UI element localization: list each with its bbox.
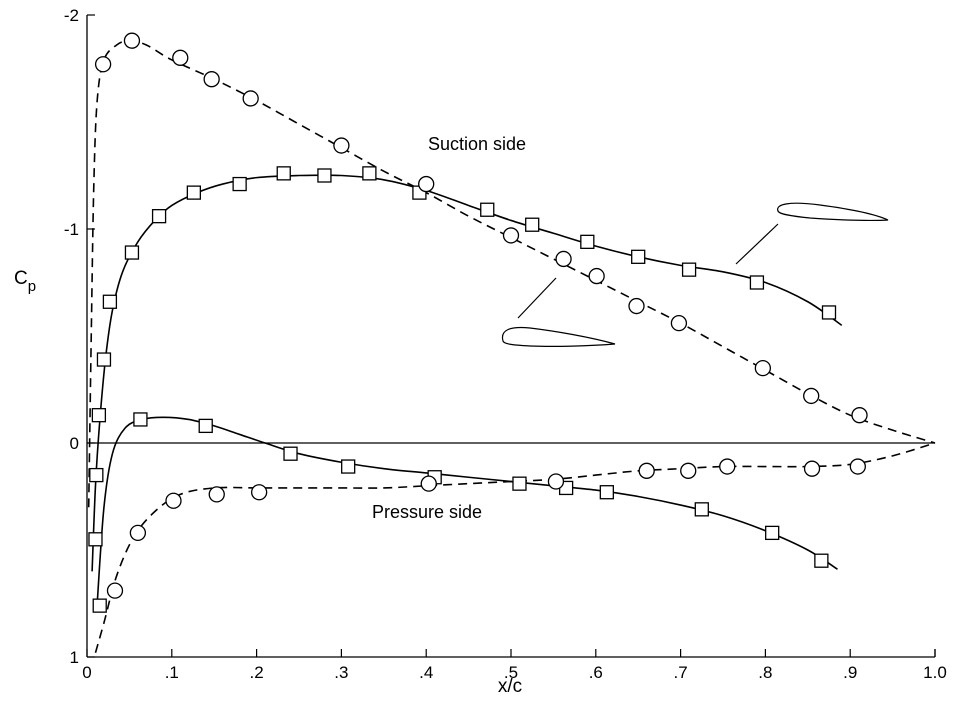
square-suction-point	[525, 217, 540, 232]
square-pressure-point	[198, 418, 213, 434]
circle-suction-point	[754, 359, 772, 377]
square-suction-point	[186, 185, 201, 200]
x-tick-label: .4	[419, 663, 433, 682]
circle-pressure-point	[165, 492, 182, 509]
square-suction-point	[124, 245, 140, 260]
circle-pressure-point	[547, 473, 565, 490]
data-markers	[88, 32, 868, 613]
y-axis-title: Cp	[14, 268, 36, 295]
circle-suction-point	[555, 250, 572, 268]
circle-suction-point	[418, 175, 435, 193]
square-suction-point	[681, 262, 697, 277]
square-pressure-point	[88, 532, 103, 547]
circle-suction-point	[670, 315, 688, 332]
circle-suction-point	[502, 227, 520, 244]
y-tick-label: 0	[70, 434, 79, 453]
circle-pressure-point	[638, 462, 655, 479]
circle-suction-point	[172, 49, 189, 66]
square-suction-curve	[91, 174, 843, 572]
circle-suction-point	[94, 56, 112, 73]
x-tick-label: .5	[504, 663, 518, 682]
x-tick-label: .7	[674, 663, 688, 682]
circle-suction-point	[628, 297, 645, 315]
airfoil-inset-lower	[501, 326, 616, 347]
x-tick-label: .8	[758, 663, 772, 682]
circle-suction-point	[203, 71, 220, 88]
y-axis-title-sub: p	[28, 278, 36, 295]
circle-suction-point	[588, 267, 605, 285]
circle-pressure-point	[680, 462, 697, 479]
y-axis-title-main: C	[14, 268, 28, 289]
square-pressure-point	[283, 446, 298, 461]
square-pressure-point	[512, 476, 527, 491]
airfoil-leader-lower	[517, 277, 557, 319]
pressure-side-label: Pressure side	[372, 502, 482, 522]
y-tick-label: 1	[70, 648, 79, 667]
square-pressure-point	[814, 553, 829, 568]
x-axis-title: x/c	[498, 676, 522, 697]
square-pressure-point	[694, 502, 709, 517]
square-suction-point	[821, 305, 837, 320]
y-tick-label: -1	[64, 220, 79, 239]
circle-pressure-point	[849, 458, 866, 475]
x-tick-label: .2	[250, 663, 264, 682]
circle-pressure-curve	[94, 442, 936, 653]
x-tick-label: 0	[82, 663, 91, 682]
circle-suction-curve	[87, 39, 936, 508]
airfoil-leader-upper	[735, 223, 779, 265]
circle-suction-point	[333, 137, 350, 154]
x-tick-label: 1.0	[923, 663, 947, 682]
square-pressure-point	[599, 485, 614, 500]
square-suction-point	[631, 249, 646, 264]
square-pressure-point	[133, 412, 148, 427]
circle-pressure-point	[106, 582, 124, 599]
square-suction-point	[151, 209, 167, 224]
square-suction-point	[749, 275, 765, 290]
square-suction-point	[362, 166, 377, 181]
x-tick-label: .1	[165, 663, 179, 682]
circle-suction-point	[242, 90, 259, 107]
suction-side-label: Suction side	[428, 134, 526, 154]
x-tick-label: .9	[843, 663, 857, 682]
circle-pressure-point	[208, 486, 225, 503]
circle-suction-point	[803, 387, 820, 405]
y-tick-label: -2	[64, 6, 79, 25]
circle-pressure-point	[719, 458, 736, 475]
circle-suction-point	[123, 32, 141, 49]
square-pressure-point	[92, 598, 107, 613]
x-tick-label: .3	[334, 663, 348, 682]
square-suction-point	[276, 166, 291, 181]
x-tick-label: .6	[589, 663, 603, 682]
circle-suction-point	[851, 407, 868, 424]
circle-pressure-point	[250, 484, 268, 501]
square-suction-point	[89, 467, 104, 483]
airfoil-inset-upper	[777, 202, 889, 221]
circle-pressure-point	[803, 460, 821, 477]
circle-pressure-point	[129, 524, 147, 542]
square-pressure-point	[341, 459, 356, 474]
circle-pressure-point	[420, 475, 437, 492]
square-suction-point	[480, 202, 495, 217]
square-suction-point	[232, 176, 247, 192]
square-suction-point	[91, 408, 107, 423]
square-pressure-point	[765, 525, 780, 541]
square-suction-point	[580, 234, 595, 249]
square-suction-point	[317, 168, 332, 183]
curves	[87, 39, 936, 653]
square-suction-point	[102, 294, 118, 309]
axes: 0.1.2.3.4.5.6.7.8.9 1.0-2-101	[64, 6, 947, 682]
square-suction-point	[96, 352, 112, 367]
